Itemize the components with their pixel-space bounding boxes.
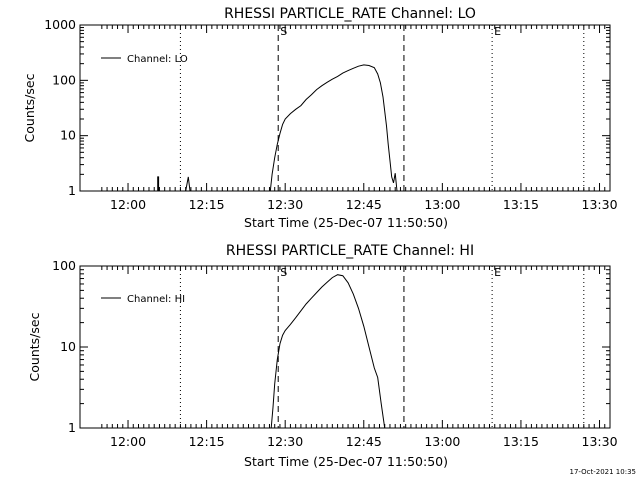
y-tick-label: 10 <box>60 128 76 143</box>
chart-title: RHESSI PARTICLE_RATE Channel: LO <box>224 6 476 22</box>
time-marker-label: E <box>494 266 501 279</box>
x-tick-label: 12:15 <box>189 434 225 449</box>
x-axis-label: Start Time (25-Dec-07 11:50:50) <box>244 454 448 469</box>
x-tick-label: 12:15 <box>189 197 225 212</box>
x-tick-label: 13:15 <box>503 434 539 449</box>
legend: Channel: LO <box>101 54 188 65</box>
x-tick-label: 12:00 <box>110 197 146 212</box>
y-tick-label: 10 <box>60 339 76 354</box>
x-ticks: 12:00 12:15 12:30 12:45 13:00 13:15 13:30 <box>101 266 618 449</box>
chart-panel-hi: RHESSI PARTICLE_RATE Channel: HI Counts/… <box>27 243 618 469</box>
plot-frame <box>79 265 611 429</box>
x-tick-label: 13:00 <box>424 434 460 449</box>
time-marker-label: S <box>280 266 287 279</box>
time-marker-label: E <box>494 25 501 38</box>
y-axis-label: Counts/sec <box>22 73 37 142</box>
y-ticks: 1 10 100 1000 <box>44 17 610 198</box>
series-line-segment <box>157 176 160 191</box>
series-line-segment <box>270 274 386 429</box>
time-marker-label: S <box>280 25 287 38</box>
series-line-segment <box>269 64 398 192</box>
x-ticks: 12:00 12:15 12:30 12:45 13:00 13:15 13:30 <box>101 25 618 212</box>
y-tick-label: 1 <box>68 420 76 435</box>
data-series <box>157 64 398 192</box>
x-tick-label: 12:45 <box>346 197 382 212</box>
y-axis-label: Counts/sec <box>27 312 42 381</box>
generation-timestamp: 17-Oct-2021 10:35 <box>570 468 636 476</box>
x-tick-label: 12:30 <box>267 434 303 449</box>
y-tick-label: 1000 <box>44 17 76 32</box>
chart-panel-lo: RHESSI PARTICLE_RATE Channel: LO Counts/… <box>22 6 618 230</box>
legend-label: Channel: HI <box>127 294 185 305</box>
chart-title: RHESSI PARTICLE_RATE Channel: HI <box>226 243 474 259</box>
x-tick-label: 12:45 <box>346 434 382 449</box>
series-line-segment <box>185 176 191 192</box>
y-tick-label: 100 <box>52 72 76 87</box>
x-tick-label: 13:00 <box>424 197 460 212</box>
x-tick-label: 13:30 <box>582 197 618 212</box>
legend-label: Channel: LO <box>127 54 188 65</box>
x-tick-label: 12:30 <box>267 197 303 212</box>
x-tick-label: 12:00 <box>110 434 146 449</box>
legend: Channel: HI <box>101 294 185 305</box>
plot-frame <box>79 24 611 192</box>
data-series <box>270 274 386 429</box>
y-tick-label: 100 <box>52 258 76 273</box>
x-axis-label: Start Time (25-Dec-07 11:50:50) <box>244 215 448 230</box>
y-ticks: 1 10 100 <box>52 258 610 435</box>
y-tick-label: 1 <box>68 183 76 198</box>
x-tick-label: 13:15 <box>503 197 539 212</box>
x-tick-label: 13:30 <box>582 434 618 449</box>
